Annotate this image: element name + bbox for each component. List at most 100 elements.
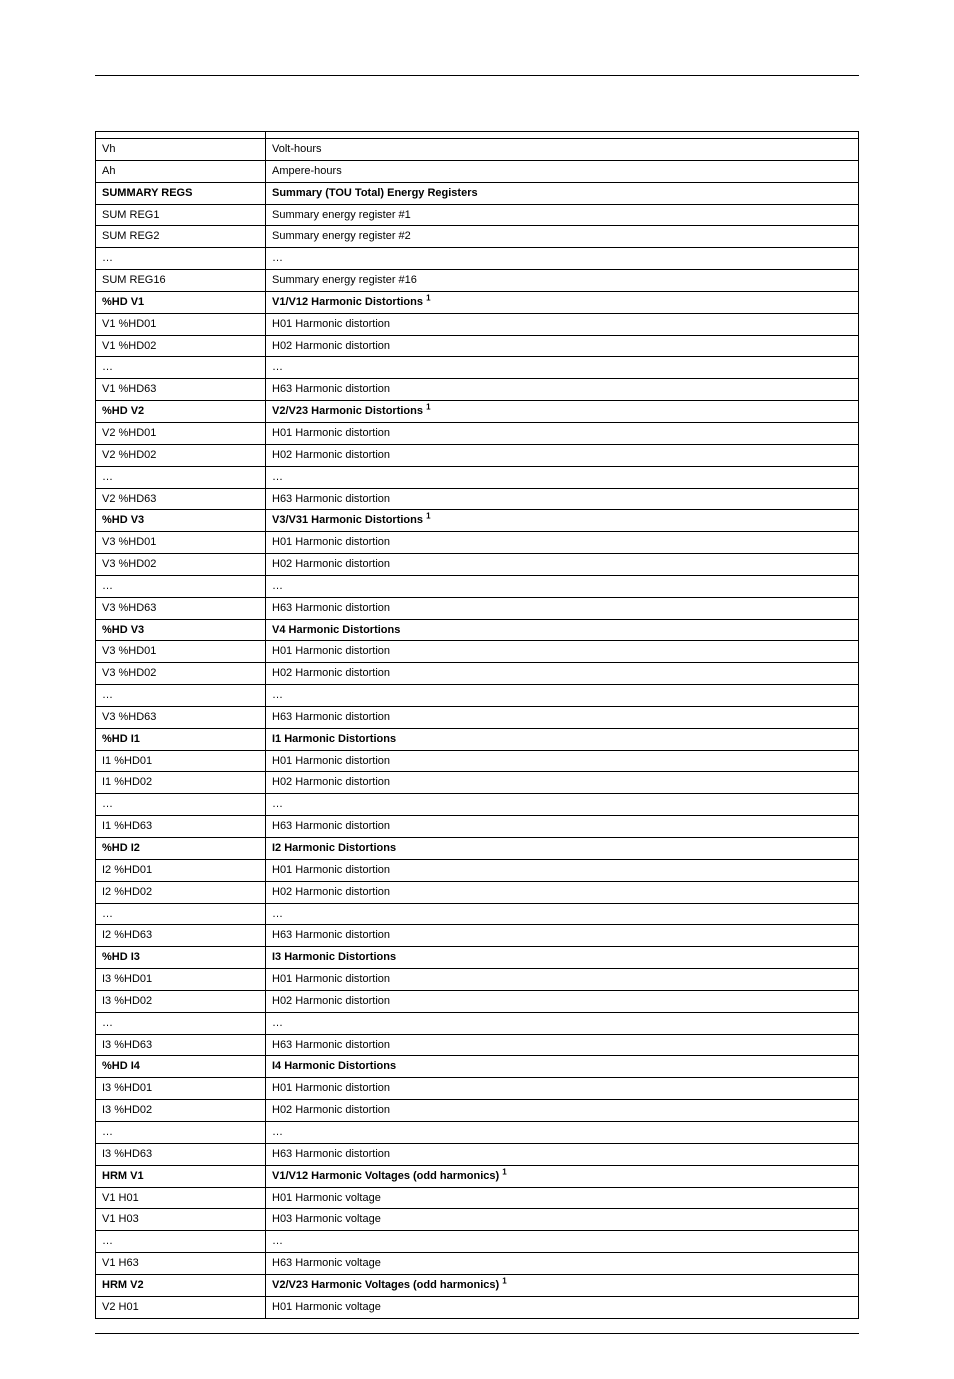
- cell-col2: H02 Harmonic distortion: [266, 663, 859, 685]
- cell-col1: %HD I1: [96, 728, 266, 750]
- cell-col1: V3 %HD02: [96, 554, 266, 576]
- cell-col1: …: [96, 903, 266, 925]
- cell-col1: …: [96, 685, 266, 707]
- table-row: V3 %HD02H02 Harmonic distortion: [96, 554, 859, 576]
- cell-col2: H01 Harmonic distortion: [266, 750, 859, 772]
- cell-col1: [96, 132, 266, 139]
- cell-text: V3/V31 Harmonic Distortions: [272, 514, 423, 526]
- cell-col1: %HD V2: [96, 401, 266, 423]
- table-row: %HD I4I4 Harmonic Distortions: [96, 1056, 859, 1078]
- table-row: V1 H03H03 Harmonic voltage: [96, 1209, 859, 1231]
- cell-text: V1/V12 Harmonic Distortions: [272, 296, 423, 308]
- table-row: ……: [96, 575, 859, 597]
- top-rule: [95, 75, 859, 76]
- cell-col2: …: [266, 794, 859, 816]
- cell-col1: SUM REG1: [96, 204, 266, 226]
- cell-col1: V3 %HD63: [96, 706, 266, 728]
- cell-col1: I3 %HD02: [96, 990, 266, 1012]
- cell-col2: H01 Harmonic distortion: [266, 313, 859, 335]
- cell-col1: …: [96, 466, 266, 488]
- cell-col1: V2 H01: [96, 1296, 266, 1318]
- table-row: %HD V3V4 Harmonic Distortions: [96, 619, 859, 641]
- table-row: V2 %HD01H01 Harmonic distortion: [96, 422, 859, 444]
- cell-col1: …: [96, 794, 266, 816]
- cell-col2: H63 Harmonic distortion: [266, 816, 859, 838]
- table-row: VhVolt-hours: [96, 139, 859, 161]
- cell-col1: V1 %HD02: [96, 335, 266, 357]
- cell-text: V1/V12 Harmonic Voltages (odd harmonics): [272, 1170, 499, 1182]
- cell-col2: H01 Harmonic voltage: [266, 1296, 859, 1318]
- cell-col1: I3 %HD02: [96, 1100, 266, 1122]
- cell-col1: Vh: [96, 139, 266, 161]
- table-row: V3 %HD01H01 Harmonic distortion: [96, 532, 859, 554]
- cell-col2: H02 Harmonic distortion: [266, 881, 859, 903]
- table-row: I3 %HD63H63 Harmonic distortion: [96, 1143, 859, 1165]
- cell-col1: V2 %HD02: [96, 444, 266, 466]
- table-row: I2 %HD63H63 Harmonic distortion: [96, 925, 859, 947]
- cell-col1: V1 %HD01: [96, 313, 266, 335]
- cell-col2: Ampere-hours: [266, 160, 859, 182]
- table-row: I3 %HD01H01 Harmonic distortion: [96, 969, 859, 991]
- table-row: ……: [96, 1012, 859, 1034]
- cell-col2: H02 Harmonic distortion: [266, 554, 859, 576]
- table-row: HRM V2V2/V23 Harmonic Voltages (odd harm…: [96, 1274, 859, 1296]
- cell-col2: V1/V12 Harmonic Distortions 1: [266, 291, 859, 313]
- cell-col2: …: [266, 1012, 859, 1034]
- cell-text: V2/V23 Harmonic Distortions: [272, 405, 423, 417]
- table-row: I2 %HD01H01 Harmonic distortion: [96, 859, 859, 881]
- table-row: V3 %HD63H63 Harmonic distortion: [96, 597, 859, 619]
- table-row: V2 %HD02H02 Harmonic distortion: [96, 444, 859, 466]
- cell-col1: %HD I4: [96, 1056, 266, 1078]
- cell-col2: H01 Harmonic voltage: [266, 1187, 859, 1209]
- table-row: %HD V1V1/V12 Harmonic Distortions 1: [96, 291, 859, 313]
- table-row: ……: [96, 248, 859, 270]
- cell-col2: H63 Harmonic distortion: [266, 925, 859, 947]
- cell-col1: …: [96, 357, 266, 379]
- cell-col1: I1 %HD63: [96, 816, 266, 838]
- cell-col1: V1 H63: [96, 1253, 266, 1275]
- cell-col1: …: [96, 1121, 266, 1143]
- cell-col2: …: [266, 357, 859, 379]
- footnote-ref: 1: [426, 512, 430, 521]
- cell-col2: I4 Harmonic Distortions: [266, 1056, 859, 1078]
- cell-col2: V3/V31 Harmonic Distortions 1: [266, 510, 859, 532]
- cell-col2: V2/V23 Harmonic Distortions 1: [266, 401, 859, 423]
- table-row: V2 %HD63H63 Harmonic distortion: [96, 488, 859, 510]
- cell-col2: I3 Harmonic Distortions: [266, 947, 859, 969]
- bottom-rule: [95, 1333, 859, 1334]
- table-row: I1 %HD02H02 Harmonic distortion: [96, 772, 859, 794]
- cell-col2: …: [266, 466, 859, 488]
- cell-col1: I3 %HD01: [96, 969, 266, 991]
- table-row: %HD V3V3/V31 Harmonic Distortions 1: [96, 510, 859, 532]
- cell-col2: H02 Harmonic distortion: [266, 1100, 859, 1122]
- cell-col1: I2 %HD63: [96, 925, 266, 947]
- table-row: I3 %HD63H63 Harmonic distortion: [96, 1034, 859, 1056]
- cell-col2: I2 Harmonic Distortions: [266, 838, 859, 860]
- table-row: ……: [96, 357, 859, 379]
- cell-col2: H63 Harmonic distortion: [266, 1034, 859, 1056]
- cell-col2: …: [266, 1121, 859, 1143]
- cell-col1: I3 %HD63: [96, 1034, 266, 1056]
- cell-col1: %HD V1: [96, 291, 266, 313]
- table-row: ……: [96, 903, 859, 925]
- cell-col1: I1 %HD02: [96, 772, 266, 794]
- cell-col2: …: [266, 1231, 859, 1253]
- cell-col2: H01 Harmonic distortion: [266, 532, 859, 554]
- table-row: [96, 132, 859, 139]
- cell-col2: Summary energy register #1: [266, 204, 859, 226]
- cell-col2: H01 Harmonic distortion: [266, 641, 859, 663]
- table-row: SUM REG2Summary energy register #2: [96, 226, 859, 248]
- cell-col1: %HD V3: [96, 510, 266, 532]
- cell-col2: H63 Harmonic distortion: [266, 379, 859, 401]
- footnote-ref: 1: [426, 293, 430, 302]
- cell-col1: SUM REG2: [96, 226, 266, 248]
- cell-col2: H63 Harmonic voltage: [266, 1253, 859, 1275]
- cell-col2: H02 Harmonic distortion: [266, 772, 859, 794]
- cell-col2: H01 Harmonic distortion: [266, 1078, 859, 1100]
- page: VhVolt-hoursAhAmpere-hoursSUMMARY REGSSu…: [0, 0, 954, 1379]
- cell-col1: I2 %HD01: [96, 859, 266, 881]
- table-row: V3 %HD63H63 Harmonic distortion: [96, 706, 859, 728]
- table-row: HRM V1V1/V12 Harmonic Voltages (odd harm…: [96, 1165, 859, 1187]
- cell-col2: H63 Harmonic distortion: [266, 1143, 859, 1165]
- cell-col2: V2/V23 Harmonic Voltages (odd harmonics)…: [266, 1274, 859, 1296]
